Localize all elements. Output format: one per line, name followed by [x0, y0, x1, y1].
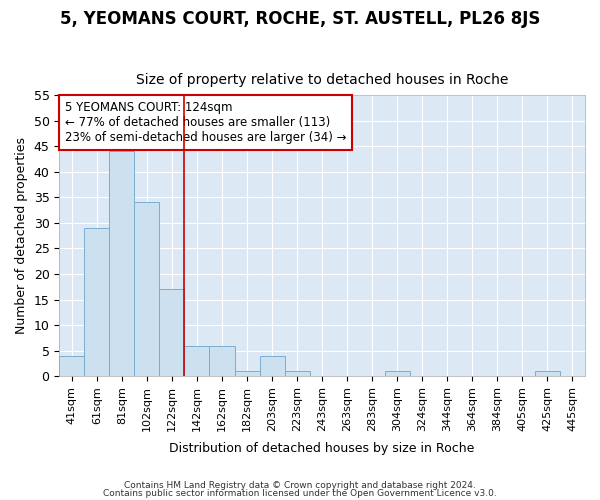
Bar	[284, 371, 310, 376]
Bar	[209, 346, 235, 376]
Bar	[260, 356, 284, 376]
Bar	[385, 371, 410, 376]
Text: Contains HM Land Registry data © Crown copyright and database right 2024.: Contains HM Land Registry data © Crown c…	[124, 481, 476, 490]
X-axis label: Distribution of detached houses by size in Roche: Distribution of detached houses by size …	[169, 442, 475, 455]
Y-axis label: Number of detached properties: Number of detached properties	[15, 137, 28, 334]
Text: 5, YEOMANS COURT, ROCHE, ST. AUSTELL, PL26 8JS: 5, YEOMANS COURT, ROCHE, ST. AUSTELL, PL…	[60, 10, 540, 28]
Title: Size of property relative to detached houses in Roche: Size of property relative to detached ho…	[136, 73, 508, 87]
Text: Contains public sector information licensed under the Open Government Licence v3: Contains public sector information licen…	[103, 488, 497, 498]
Bar	[535, 371, 560, 376]
Bar	[85, 228, 109, 376]
Bar	[235, 371, 260, 376]
Text: 5 YEOMANS COURT: 124sqm
← 77% of detached houses are smaller (113)
23% of semi-d: 5 YEOMANS COURT: 124sqm ← 77% of detache…	[65, 100, 346, 144]
Bar	[184, 346, 209, 376]
Bar	[109, 152, 134, 376]
Bar	[59, 356, 85, 376]
Bar	[160, 290, 184, 376]
Bar	[134, 202, 160, 376]
